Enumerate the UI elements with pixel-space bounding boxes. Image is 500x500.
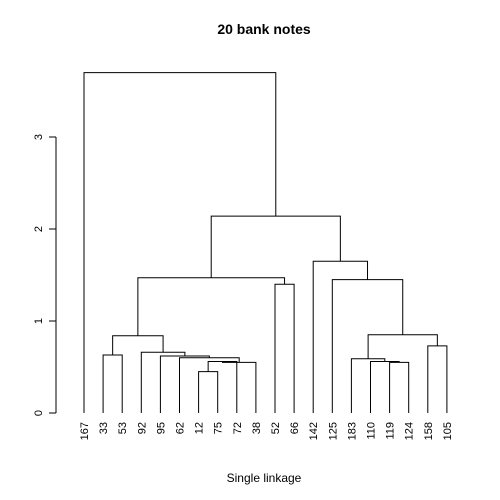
chart-title: 20 bank notes xyxy=(217,21,311,37)
leaf-label: 142 xyxy=(308,422,320,440)
leaf-label: 125 xyxy=(327,422,339,440)
dendrogram-branches xyxy=(83,72,448,413)
leaf-label: 95 xyxy=(155,422,167,434)
dendrogram-branch xyxy=(140,351,186,413)
leaf-label: 124 xyxy=(404,422,416,440)
leaf-label: 158 xyxy=(423,422,435,440)
dendrogram-branch xyxy=(389,361,410,413)
dendrogram-branch xyxy=(137,277,286,336)
leaf-label: 183 xyxy=(346,422,358,440)
leaf-label: 72 xyxy=(232,422,244,434)
leaf-label: 75 xyxy=(213,422,225,434)
dendrogram-branch xyxy=(159,355,210,413)
x-axis-label: Single linkage xyxy=(227,471,302,485)
dendrogram-branch xyxy=(210,215,341,278)
leaf-label: 110 xyxy=(366,422,378,440)
leaf-label: 53 xyxy=(117,422,129,434)
y-tick-label: 1 xyxy=(33,318,45,324)
leaf-label: 52 xyxy=(270,422,282,434)
dendrogram-branch xyxy=(312,260,369,413)
dendrogram-branch xyxy=(331,279,404,413)
leaf-label: 105 xyxy=(442,422,454,440)
dendrogram-branch xyxy=(427,345,448,413)
leaf-labels: 167 33 53 92 95 62 12 75 72 38 52 66 142 125 183 110 119… xyxy=(79,422,454,440)
leaf-label: 119 xyxy=(385,422,397,440)
dendrogram-branch xyxy=(207,360,238,413)
y-tick-label: 0 xyxy=(33,410,45,416)
dendrogram-branch xyxy=(350,358,386,413)
y-tick-label: 3 xyxy=(33,134,45,140)
leaf-label: 62 xyxy=(175,422,187,434)
leaf-label: 12 xyxy=(194,422,206,434)
leaf-label: 167 xyxy=(79,422,91,440)
leaf-label: 66 xyxy=(289,422,301,434)
leaf-label: 33 xyxy=(98,422,110,434)
dendrogram-branch xyxy=(367,334,438,359)
y-tick-label: 2 xyxy=(33,226,45,232)
dendrogram-branch xyxy=(83,72,277,413)
dendrogram-branch xyxy=(102,354,123,413)
dendrogram-branch xyxy=(221,361,257,413)
y-axis: 0 1 2 3 xyxy=(33,134,57,416)
dendrogram-branch xyxy=(274,283,295,413)
leaf-label: 38 xyxy=(251,422,263,434)
dendrogram-branch xyxy=(370,360,400,413)
dendrogram-branch xyxy=(198,371,219,413)
dendrogram-branch xyxy=(179,357,240,413)
leaf-label: 92 xyxy=(136,422,148,434)
